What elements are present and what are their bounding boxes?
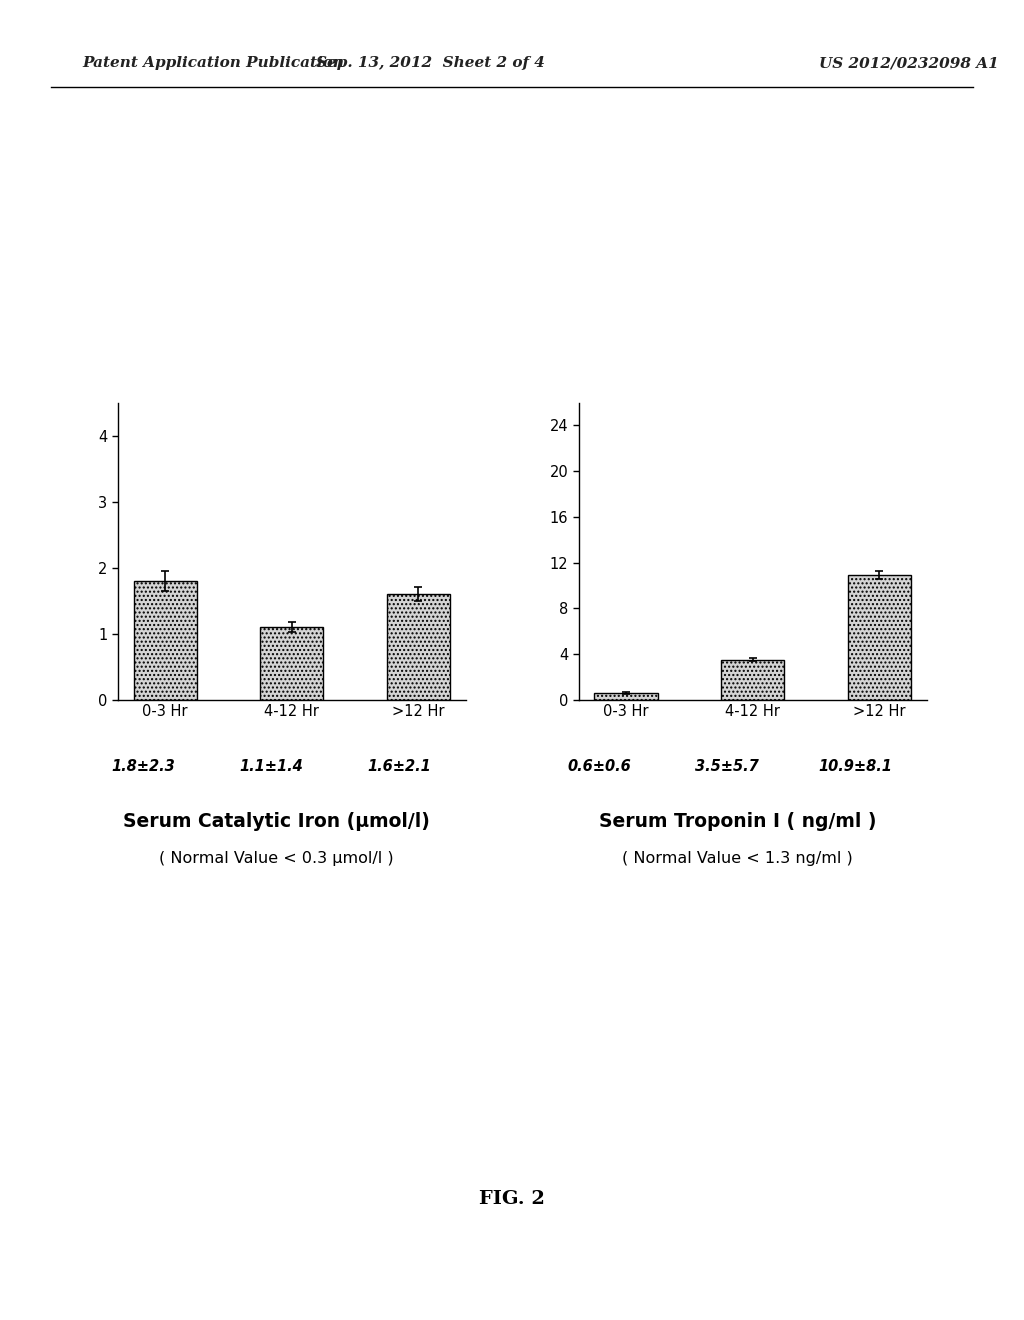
Text: 3.5±5.7: 3.5±5.7 xyxy=(695,759,759,774)
Bar xyxy=(848,576,911,700)
Text: 10.9±8.1: 10.9±8.1 xyxy=(818,759,892,774)
Text: US 2012/0232098 A1: US 2012/0232098 A1 xyxy=(819,57,999,70)
Text: FIG. 2: FIG. 2 xyxy=(479,1189,545,1208)
Text: 1.1±1.4: 1.1±1.4 xyxy=(240,759,303,774)
Text: Patent Application Publication: Patent Application Publication xyxy=(82,57,344,70)
Bar xyxy=(594,693,657,700)
Bar xyxy=(133,581,197,700)
Bar xyxy=(387,594,451,700)
Text: 1.6±2.1: 1.6±2.1 xyxy=(368,759,431,774)
Text: 0.6±0.6: 0.6±0.6 xyxy=(567,759,631,774)
Text: 1.8±2.3: 1.8±2.3 xyxy=(112,759,175,774)
Text: ( Normal Value < 1.3 ng/ml ): ( Normal Value < 1.3 ng/ml ) xyxy=(622,851,853,866)
Text: Sep. 13, 2012  Sheet 2 of 4: Sep. 13, 2012 Sheet 2 of 4 xyxy=(315,57,545,70)
Text: Serum Catalytic Iron (μmol/l): Serum Catalytic Iron (μmol/l) xyxy=(123,812,430,830)
Bar xyxy=(260,627,324,700)
Text: Serum Troponin I ( ng/ml ): Serum Troponin I ( ng/ml ) xyxy=(599,812,876,830)
Text: ( Normal Value < 0.3 μmol/l ): ( Normal Value < 0.3 μmol/l ) xyxy=(159,851,394,866)
Bar xyxy=(721,660,784,700)
